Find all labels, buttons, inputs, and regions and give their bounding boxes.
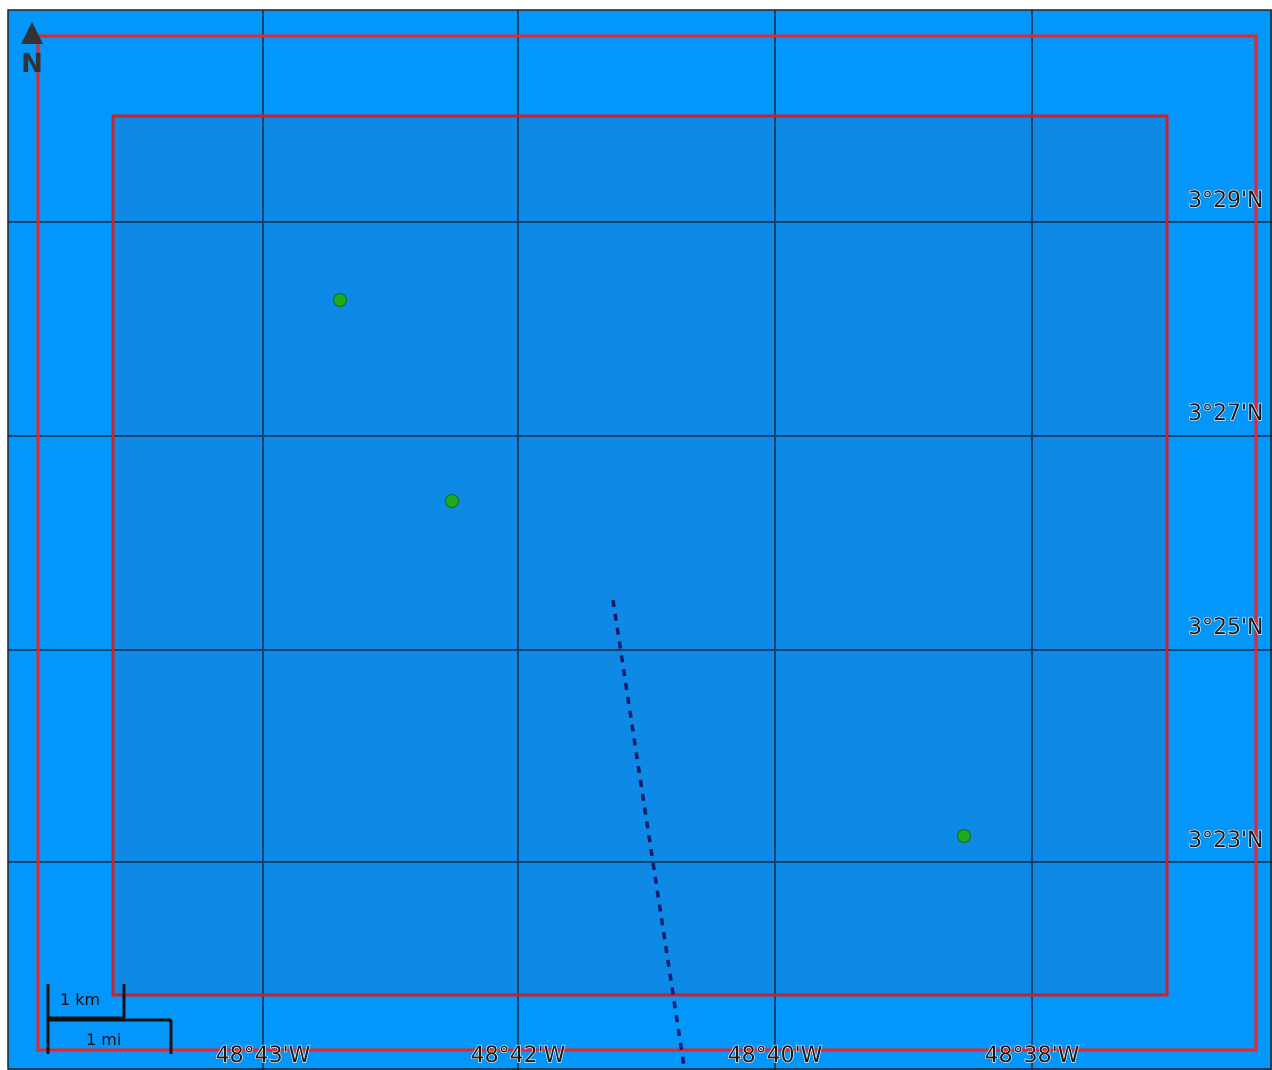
scale-bar-km-label: 1 km	[60, 990, 100, 1009]
latitude-labels: 3°29'N 3°27'N 3°25'N 3°23'N	[1187, 187, 1264, 853]
green-dot-icon[interactable]	[445, 494, 459, 508]
map-frame	[7, 9, 1272, 1070]
north-arrow-icon	[21, 22, 43, 44]
scale-bar	[46, 984, 173, 1054]
longitude-label: 48°40'W	[728, 1043, 823, 1068]
green-dot-icon[interactable]	[333, 293, 347, 307]
green-dot-icon[interactable]	[957, 829, 971, 843]
study-area-fill	[113, 116, 1167, 995]
longitude-label: 48°42'W	[471, 1043, 566, 1068]
north-arrow-label: N	[21, 49, 43, 79]
graticule	[8, 10, 1272, 1070]
longitude-label: 48°38'W	[985, 1043, 1080, 1068]
longitude-label: 48°43'W	[216, 1043, 311, 1068]
latitude-label: 3°25'N	[1188, 615, 1264, 640]
latitude-label: 3°29'N	[1188, 188, 1264, 213]
north-arrow: N	[21, 22, 43, 79]
latitude-label: 3°23'N	[1188, 828, 1264, 853]
latitude-label: 3°27'N	[1188, 401, 1264, 426]
longitude-labels: 48°43'W 48°42'W 48°40'W 48°38'W	[215, 1042, 1080, 1068]
scale-bar-mi-label: 1 mi	[86, 1030, 121, 1049]
outer-boundary	[36, 34, 1258, 1052]
inner-boundary	[111, 114, 1169, 997]
point-features	[333, 293, 971, 843]
route-line[interactable]	[611, 599, 686, 1067]
